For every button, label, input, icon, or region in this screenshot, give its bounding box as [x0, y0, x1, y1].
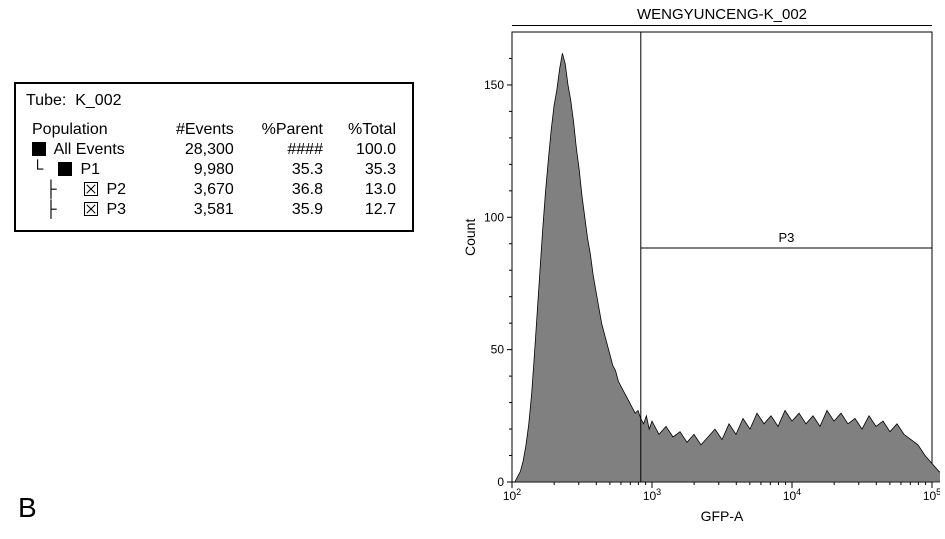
stats-table: Tube: K_002 Population #Events %Parent %…: [14, 82, 414, 232]
legend-swatch: [84, 202, 98, 216]
histogram-chart: WENGYUNCENG-K_002 0 50 100 150 102 103 104 105 P…: [468, 6, 940, 526]
x-tick-label: 105: [923, 487, 940, 503]
chart-svg: 0 50 100 150 102 103 104 105 P3: [468, 26, 940, 524]
table-row: All Events28,300####100.0: [26, 140, 402, 160]
table-cell: 3,581: [155, 200, 240, 220]
x-tick-label: 102: [503, 487, 521, 503]
tube-label: Tube:: [26, 92, 66, 109]
table-cell: All Events: [26, 140, 155, 160]
table-cell: 35.3: [329, 160, 402, 180]
table-row: └ P19,98035.335.3: [26, 160, 402, 180]
x-tick-label: 103: [643, 487, 661, 503]
table-cell: 13.0: [329, 180, 402, 200]
x-tick-label: 104: [783, 487, 801, 503]
y-tick-label: 50: [491, 343, 505, 357]
table-row: ├ P23,67036.813.0: [26, 180, 402, 200]
y-axis-label: Count: [462, 219, 478, 256]
table-cell: 28,300: [155, 140, 240, 160]
chart-title: WENGYUNCENG-K_002: [512, 6, 932, 26]
legend-swatch: [84, 182, 98, 196]
y-tick-label: 150: [484, 78, 504, 92]
y-tick-label: 0: [497, 475, 504, 489]
col-parent: %Parent: [240, 120, 329, 140]
table-cell: 9,980: [155, 160, 240, 180]
table-cell: 35.9: [240, 200, 329, 220]
table-cell: 12.7: [329, 200, 402, 220]
table-cell: 3,670: [155, 180, 240, 200]
panel-label: B: [18, 492, 37, 524]
y-tick-label: 100: [484, 210, 504, 224]
table-cell: ├ P2: [26, 180, 155, 200]
col-total: %Total: [329, 120, 402, 140]
col-population: Population: [26, 120, 155, 140]
table-cell: └ P1: [26, 160, 155, 180]
table-cell: ####: [240, 140, 329, 160]
table-cell: 36.8: [240, 180, 329, 200]
col-events: #Events: [155, 120, 240, 140]
legend-swatch: [32, 142, 46, 156]
stats-header-row: Population #Events %Parent %Total: [26, 120, 402, 140]
table-row: ├ P33,58135.912.7: [26, 200, 402, 220]
legend-swatch: [58, 162, 72, 176]
tube-value: K_002: [75, 92, 121, 109]
tube-row: Tube: K_002: [26, 92, 402, 110]
table-cell: 100.0: [329, 140, 402, 160]
x-axis-label: GFP-A: [512, 508, 932, 524]
table-cell: ├ P3: [26, 200, 155, 220]
gate-label: P3: [778, 230, 794, 245]
table-cell: 35.3: [240, 160, 329, 180]
